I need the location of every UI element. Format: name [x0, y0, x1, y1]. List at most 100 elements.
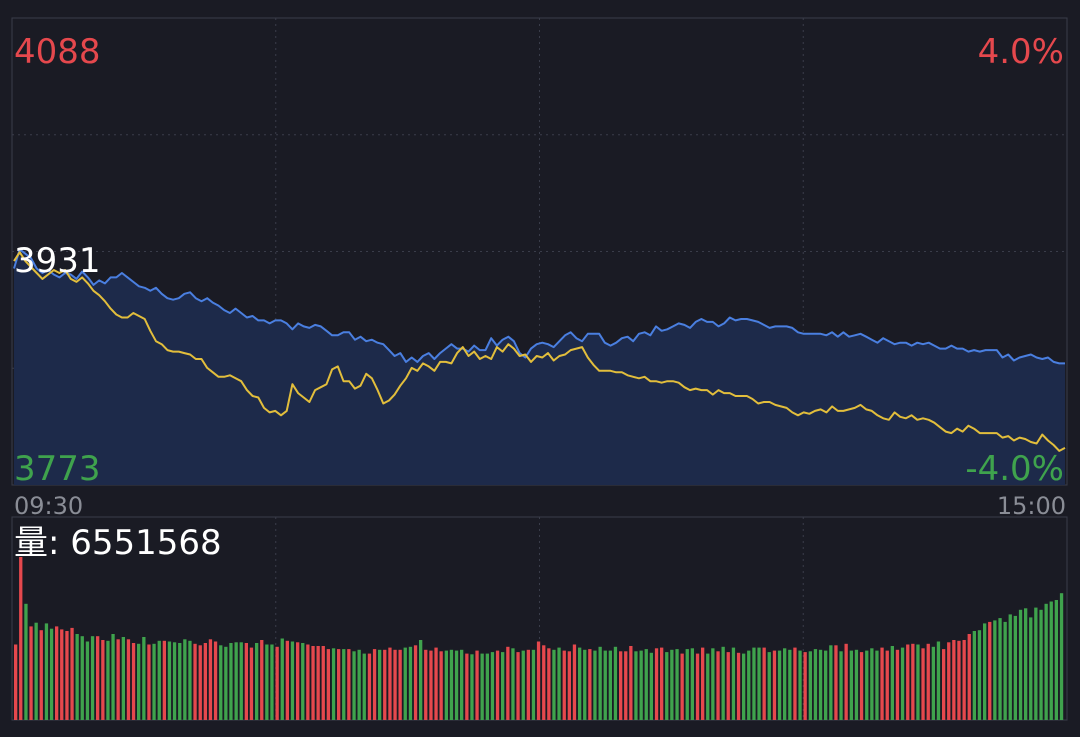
volume-bar [229, 643, 233, 720]
volume-bar [383, 649, 387, 720]
volume-bar [854, 649, 859, 720]
volume-bar [557, 647, 561, 720]
volume-bar [547, 648, 551, 720]
volume-bar [80, 636, 84, 720]
volume-bar [44, 623, 49, 720]
volume-bar [316, 646, 320, 720]
volume-bar [1029, 617, 1033, 720]
volume-bar [301, 643, 305, 720]
volume-bar [470, 654, 474, 720]
volume-bar [849, 650, 853, 720]
volume-bar [783, 648, 787, 720]
volume-bar [183, 639, 187, 720]
volume-bar [598, 646, 602, 720]
volume-bar [639, 650, 643, 720]
volume-bar [542, 645, 546, 720]
volume-bar [818, 649, 823, 720]
volume-bar [70, 627, 74, 720]
price-area-fill [14, 249, 1065, 485]
volume-bar [998, 618, 1002, 720]
volume-bar [255, 643, 259, 720]
volume-bar [106, 640, 110, 720]
volume-bar [352, 651, 356, 720]
volume-bar [65, 631, 69, 720]
volume-bar [701, 647, 705, 720]
volume-bar [911, 643, 915, 720]
volume-bar [762, 647, 766, 720]
volume-bar [239, 642, 243, 720]
volume-bar [1003, 621, 1007, 720]
volume-bar [511, 648, 515, 720]
volume-bar [654, 648, 659, 720]
volume-bar [495, 650, 500, 720]
volume-bar [434, 647, 438, 720]
volume-bar [824, 650, 828, 720]
volume-bar [613, 646, 618, 720]
volume-bar [716, 651, 720, 720]
volume-bar [685, 649, 689, 720]
volume-bar [562, 650, 566, 720]
chart-labels: 4088 4.0% 3931 3773 -4.0% 09:30 15:00 量:… [14, 32, 1066, 563]
volume-bar [480, 653, 484, 720]
volume-bar [670, 649, 674, 720]
volume-bar [465, 653, 469, 720]
time-end-label: 15:00 [997, 492, 1066, 520]
volume-bar [75, 634, 79, 720]
volume-bar [572, 644, 577, 720]
volume-bar [660, 647, 664, 720]
volume-bar [24, 603, 28, 720]
volume-bar [388, 647, 392, 720]
volume-bar [742, 653, 746, 720]
volume-bar [644, 649, 648, 720]
volume-bar [808, 651, 812, 720]
volume-bar [629, 646, 633, 720]
volume-bar [962, 640, 966, 720]
volume-bar [859, 652, 864, 720]
volume-bar [603, 650, 607, 720]
price-high-label: 4088 [14, 32, 101, 72]
volume-bar [362, 653, 366, 720]
volume-bar [1018, 609, 1023, 720]
volume-bar [501, 652, 505, 720]
volume-bar [521, 650, 525, 720]
volume-bar [290, 641, 295, 720]
volume-bar [275, 646, 279, 720]
volume-bar [403, 647, 407, 720]
volume-bar [890, 646, 894, 720]
volume-bar [767, 652, 771, 720]
volume-bar [419, 640, 423, 720]
volume-bar [1008, 614, 1012, 720]
volume-bar [942, 649, 946, 720]
volume-bar [131, 643, 136, 720]
volume-bar [531, 649, 536, 720]
volume-bar [460, 649, 464, 720]
volume-bar [726, 652, 730, 720]
volume-bar [439, 651, 443, 720]
time-start-label: 09:30 [14, 492, 83, 520]
volume-bar [311, 646, 315, 720]
volume-bar [49, 628, 54, 720]
volume-bar [977, 630, 982, 720]
volume-bar [60, 629, 64, 720]
price-line [13, 248, 1065, 365]
volume-bar [1024, 608, 1028, 720]
volume-bar [449, 649, 454, 720]
volume-bar [101, 640, 105, 720]
volume-bar [213, 641, 218, 720]
volume-bar [844, 643, 848, 720]
volume-bar [736, 652, 741, 720]
volume-bar [952, 640, 956, 720]
volume-bar [152, 643, 156, 720]
volume-bar [326, 649, 330, 720]
average-line [13, 251, 1066, 452]
volume-bar [665, 652, 669, 720]
volume-bar [988, 621, 992, 720]
volume-bar [378, 649, 382, 720]
volume-bar [624, 651, 628, 720]
volume-bar [367, 653, 372, 720]
volume-bar [578, 647, 582, 720]
volume-bar [413, 645, 418, 720]
volume-bar [162, 640, 166, 720]
volume-bar [880, 647, 884, 720]
